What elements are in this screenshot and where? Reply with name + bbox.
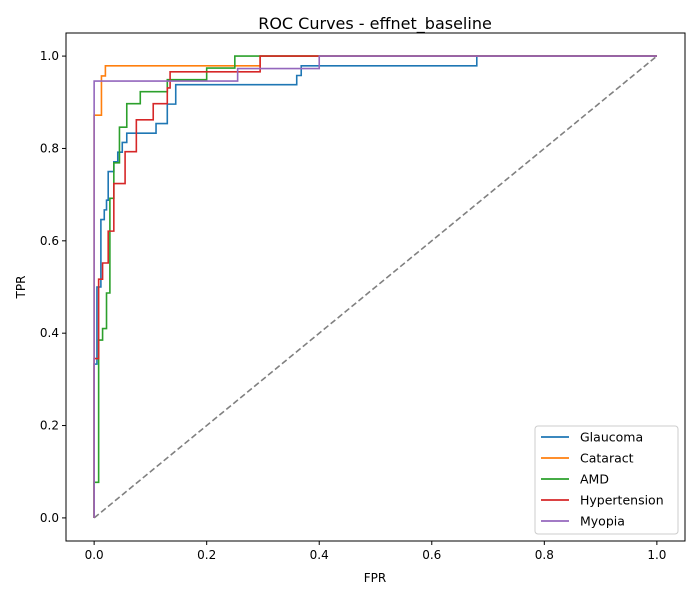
legend-label-glaucoma: Glaucoma (580, 430, 643, 445)
y-tick-label: 0.0 (40, 511, 59, 525)
x-tick-label: 0.8 (535, 548, 554, 562)
y-tick-label: 0.8 (40, 141, 59, 155)
series-line-glaucoma (93, 55, 657, 518)
x-tick-label: 0.0 (85, 548, 104, 562)
chance-diagonal (93, 55, 658, 519)
legend-box (534, 425, 679, 535)
x-tick-label: 0.6 (422, 548, 441, 562)
legend-label-cataract: Cataract (580, 451, 634, 466)
series-line-amd (93, 55, 657, 518)
y-tick-label: 0.2 (40, 419, 59, 433)
x-tick-label: 0.4 (310, 548, 329, 562)
plot-layer (93, 55, 658, 519)
series-line-hypertension (93, 55, 657, 518)
legend-label-amd: AMD (580, 472, 609, 487)
plot-frame (65, 32, 686, 542)
y-tick-label: 0.4 (40, 326, 59, 340)
x-tick-label: 0.2 (197, 548, 216, 562)
y-tick-label: 1.0 (40, 49, 59, 63)
x-axis-label: FPR (364, 571, 386, 585)
legend: Glaucoma Cataract AMD Hypertension Myopia (534, 425, 679, 535)
series-line-myopia (93, 55, 657, 518)
chart-title: ROC Curves - effnet_baseline (258, 14, 492, 34)
ticks-layer: 0.0 0.2 0.4 0.6 0.8 1.0 0.0 0.2 0.4 0.6 0.8 1.0 (40, 49, 667, 562)
y-axis-label: TPR (14, 276, 28, 300)
y-tick-label: 0.6 (40, 234, 59, 248)
legend-label-myopia: Myopia (580, 514, 625, 529)
legend-label-hypertension: Hypertension (580, 493, 664, 508)
x-tick-label: 1.0 (647, 548, 666, 562)
